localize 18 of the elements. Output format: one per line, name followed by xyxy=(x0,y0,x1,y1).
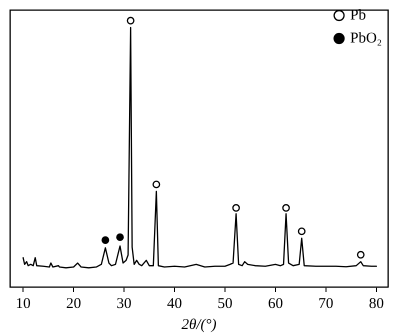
point xyxy=(232,204,240,212)
x-tick-label: 70 xyxy=(318,296,334,312)
point xyxy=(282,204,290,212)
x-tick-label: 40 xyxy=(167,296,182,312)
legend-label: PbO₂ xyxy=(350,30,382,46)
x-axis-title: 2θ/(°) xyxy=(181,316,217,333)
point xyxy=(126,16,134,25)
x-tick-label: 20 xyxy=(66,296,82,312)
point xyxy=(298,227,306,236)
x-tick-label: 30 xyxy=(116,296,132,312)
x-tick-label: 50 xyxy=(217,296,232,312)
x-tick-label: 10 xyxy=(16,296,31,312)
point xyxy=(356,250,365,259)
point xyxy=(152,180,160,188)
point xyxy=(102,236,110,244)
point xyxy=(116,233,124,242)
x-tick-label: 60 xyxy=(268,296,283,312)
x-tick-label: 80 xyxy=(368,296,384,312)
